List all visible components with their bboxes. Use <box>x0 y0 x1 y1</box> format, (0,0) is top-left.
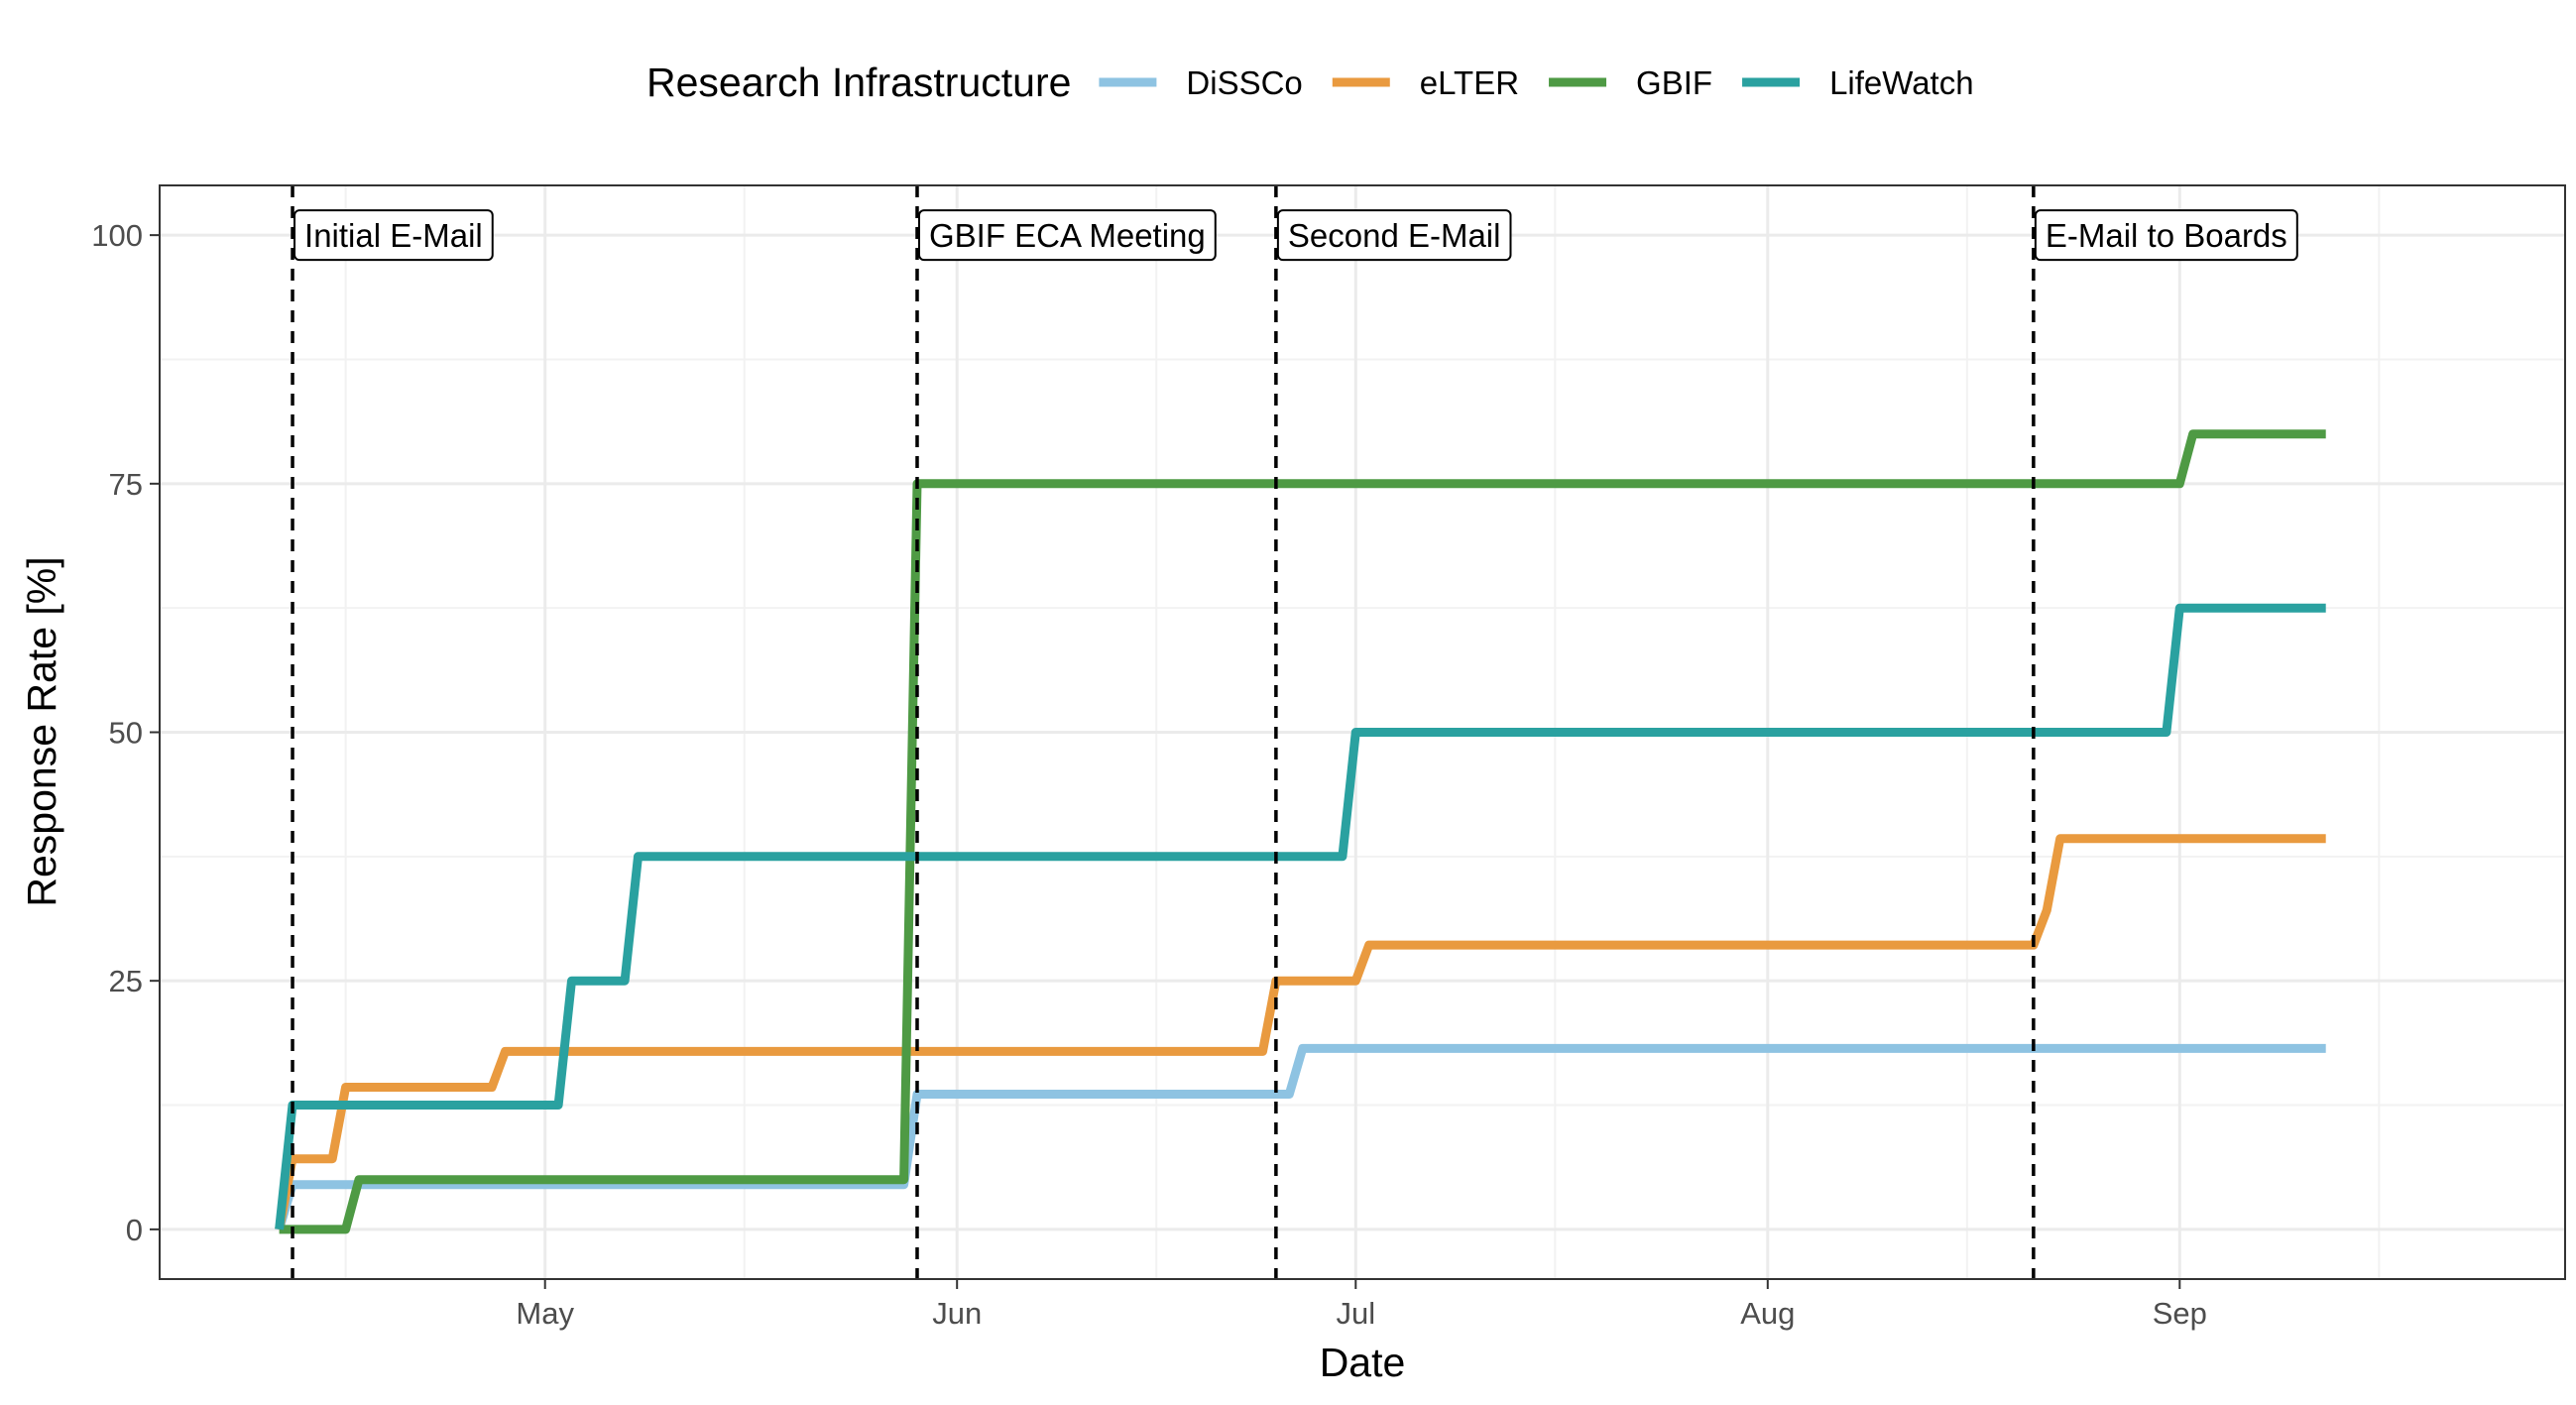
y-tick-label: 75 <box>109 467 143 502</box>
y-tick-label: 100 <box>91 218 143 253</box>
event-label: Initial E-Mail <box>293 209 494 262</box>
event-label-box <box>293 209 494 262</box>
event-label-box <box>917 209 1217 262</box>
event-label-box <box>2034 209 2298 262</box>
x-tick-label: Sep <box>2153 1296 2207 1331</box>
x-tick-label: Jul <box>1336 1296 1375 1331</box>
event-label-text: Initial E-Mail <box>304 217 483 254</box>
legend-label-lifewatch: LifeWatch <box>1829 64 1974 101</box>
event-label-box <box>1276 209 1512 262</box>
event-label: Second E-Mail <box>1276 209 1512 262</box>
x-tick-label: Aug <box>1740 1296 1795 1331</box>
y-tick-label: 25 <box>109 964 143 998</box>
series-line-lifewatch <box>275 603 2326 1230</box>
legend-label-gbif: GBIF <box>1636 64 1712 101</box>
legend-label-dissco: DiSSCo <box>1186 64 1302 101</box>
legend: Research Infrastructure DiSSCo eLTER GBIF L… <box>646 59 1974 105</box>
series-line-elter <box>275 834 2326 1230</box>
x-tick-label: Jun <box>932 1296 982 1331</box>
legend-title: Research Infrastructure <box>646 59 1071 105</box>
legend-label-elter: eLTER <box>1420 64 1519 101</box>
y-axis-title: Response Rate [%] <box>19 556 64 906</box>
x-tick-label: May <box>516 1296 574 1331</box>
event-label: GBIF ECA Meeting <box>917 209 1217 262</box>
y-tick-label: 0 <box>126 1213 143 1247</box>
x-axis-title: Date <box>1320 1340 1406 1385</box>
event-label: E-Mail to Boards <box>2034 209 2298 262</box>
series-line-dissco <box>275 1043 2326 1231</box>
event-label-text: Second E-Mail <box>1288 217 1501 254</box>
series-line-gbif <box>279 429 2326 1234</box>
event-label-text: GBIF ECA Meeting <box>929 217 1206 254</box>
y-tick-label: 50 <box>109 716 143 751</box>
event-label-text: E-Mail to Boards <box>2046 217 2287 254</box>
